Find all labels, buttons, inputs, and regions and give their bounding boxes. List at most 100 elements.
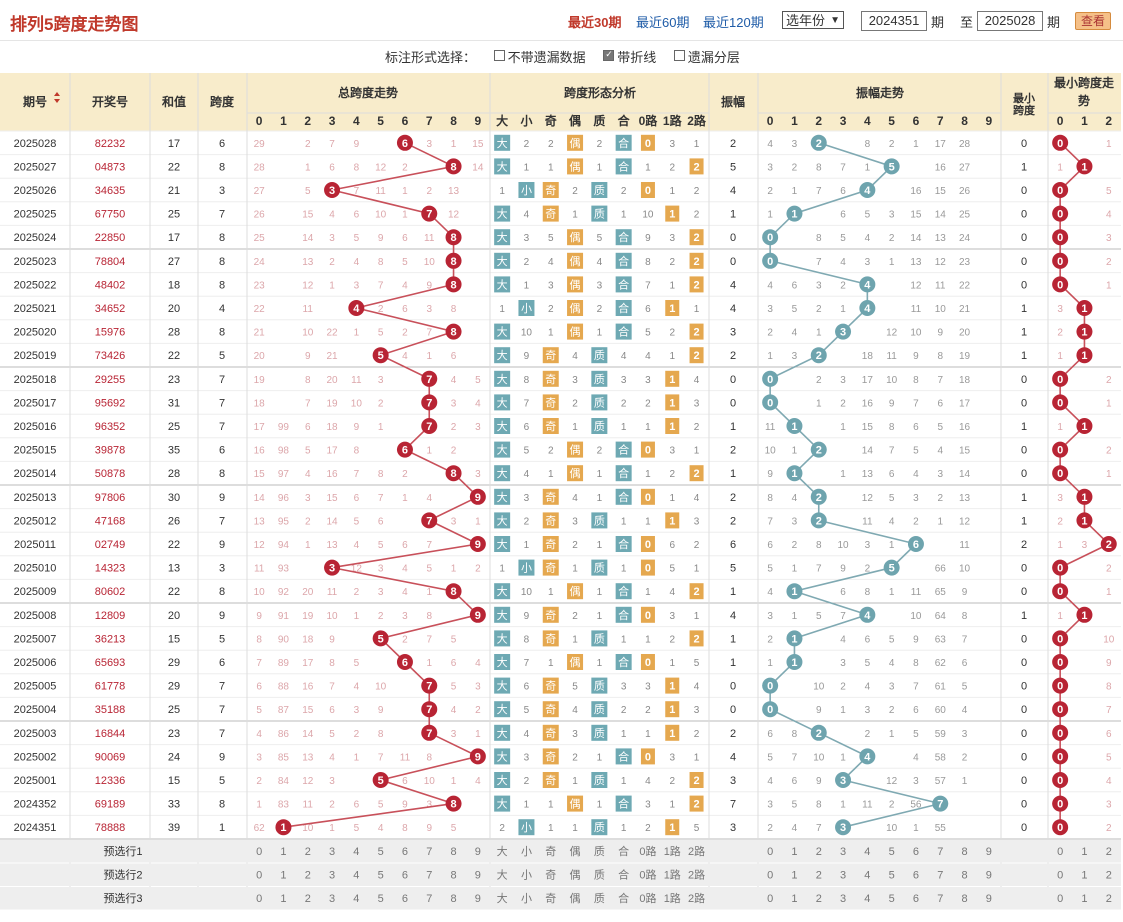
span-ball xyxy=(372,630,389,647)
preselect-digit: 3 xyxy=(329,893,335,905)
shape-miss: 1 xyxy=(645,587,651,598)
min-ball-text: 0 xyxy=(1057,728,1063,740)
span-ball xyxy=(445,583,462,600)
amp-miss: 4 xyxy=(913,752,919,763)
road-mark-text: 2 xyxy=(693,279,699,291)
amp-miss: 6 xyxy=(889,469,895,480)
shape-miss: 8 xyxy=(645,257,651,268)
road-mark xyxy=(640,748,655,765)
checkbox-miss-layer[interactable] xyxy=(673,50,685,61)
span-miss: 18 xyxy=(326,422,338,433)
shape-miss: 1 xyxy=(548,658,554,669)
span-miss: 1 xyxy=(305,540,311,551)
shape-miss: 1 xyxy=(499,564,505,575)
amp-ball-text: 6 xyxy=(913,539,919,551)
road-mark-text: 1 xyxy=(669,515,675,527)
shape-miss: 1 xyxy=(694,304,700,315)
amplitude-cell: 2 xyxy=(730,728,736,740)
amp-miss: 3 xyxy=(889,210,895,221)
issue-cell: 2025017 xyxy=(14,397,57,409)
shape-mark xyxy=(494,512,511,529)
span-miss: 8 xyxy=(426,752,432,763)
preselect-digit: 0 xyxy=(256,893,262,905)
span-miss: 8 xyxy=(354,162,360,173)
amp-ball-text: 1 xyxy=(791,633,797,645)
shape-mark-text: 大 xyxy=(497,773,508,787)
min-span-cell: 0 xyxy=(1021,209,1027,221)
preselect-amp-digit: 7 xyxy=(937,870,943,882)
span-miss: 19 xyxy=(326,398,338,409)
span-miss: 4 xyxy=(329,752,335,763)
amp-miss: 3 xyxy=(792,139,798,150)
span-ball xyxy=(372,772,389,788)
amp-ball xyxy=(762,701,779,718)
shape-miss: 1 xyxy=(694,752,700,763)
span-miss: 15 xyxy=(254,469,266,480)
span-miss: 3 xyxy=(378,564,384,575)
shape-mark-text: 奇 xyxy=(545,632,556,645)
preselect-shape: 大 xyxy=(497,891,508,905)
span-miss: 1 xyxy=(354,328,360,339)
nav-recent-30[interactable]: 最近30期 xyxy=(568,15,622,30)
shape-mark xyxy=(591,347,608,364)
checkbox-no-miss[interactable] xyxy=(493,50,505,61)
span-cell: 8 xyxy=(219,468,225,480)
number-cell: 90069 xyxy=(95,751,126,763)
span-ball-text: 8 xyxy=(450,327,456,339)
issue-cell: 2025021 xyxy=(14,303,57,315)
shape-mark-text: 质 xyxy=(594,373,605,386)
span-ball-text: 8 xyxy=(450,586,456,598)
sum-cell: 29 xyxy=(168,657,180,669)
preselect-shape: 0路 xyxy=(639,869,656,882)
span-miss: 5 xyxy=(354,658,360,669)
min-ball xyxy=(1052,276,1069,293)
nav-recent-120[interactable]: 最近120期 xyxy=(703,15,764,30)
amp-miss: 4 xyxy=(962,705,968,716)
span-miss: 7 xyxy=(426,540,432,551)
shape-mark-text: 大 xyxy=(497,419,508,433)
span-ball xyxy=(469,748,486,765)
span-miss: 18 xyxy=(254,398,266,409)
shape-mark xyxy=(591,182,608,198)
number-cell: 35188 xyxy=(95,704,126,716)
road-mark-text: 2 xyxy=(693,799,699,811)
shape-mark xyxy=(518,182,535,198)
span-miss: 3 xyxy=(426,139,432,150)
shape-mark xyxy=(567,795,584,812)
amplitude-cell: 4 xyxy=(730,185,736,197)
amp-ball-text: 2 xyxy=(816,138,822,150)
from-issue-input[interactable]: 2024351 xyxy=(861,11,927,31)
issue-cell: 2025025 xyxy=(14,209,57,221)
amp-miss: 6 xyxy=(913,705,919,716)
issue-cell: 2025016 xyxy=(14,421,57,433)
shape-miss: 4 xyxy=(694,493,700,504)
road-mark-text: 0 xyxy=(645,539,651,551)
span-cell: 5 xyxy=(219,775,225,787)
shape-mark-text: 偶 xyxy=(570,326,581,339)
header-digit: 3 xyxy=(329,114,336,128)
shape-mark xyxy=(542,772,559,788)
span-miss: 7 xyxy=(354,469,360,480)
min-miss: 1 xyxy=(1057,351,1063,362)
amplitude-cell: 0 xyxy=(730,256,736,268)
header-shape: 跨度形态分析 xyxy=(564,85,636,100)
header-shape-col: 大 xyxy=(496,113,508,128)
shape-miss: 4 xyxy=(524,729,530,740)
nav-recent-60[interactable]: 最近60期 xyxy=(636,15,690,30)
amp-miss: 2 xyxy=(865,729,871,740)
shape-mark xyxy=(494,606,511,623)
span-miss: 24 xyxy=(254,257,266,268)
to-issue-input[interactable]: 2025028 xyxy=(977,11,1043,31)
query-button[interactable]: 查看 xyxy=(1075,12,1111,30)
shape-miss: 1 xyxy=(694,446,700,457)
option-with-line-label: 带折线 xyxy=(617,50,657,65)
shape-mark xyxy=(494,677,511,694)
checkbox-with-line[interactable] xyxy=(603,49,615,61)
road-mark-text: 1 xyxy=(669,374,675,386)
year-select[interactable]: 选年份 ▼ xyxy=(782,11,844,29)
span-miss: 1 xyxy=(426,351,432,362)
amp-miss: 61 xyxy=(935,682,947,693)
shape-mark xyxy=(615,748,632,765)
shape-mark xyxy=(494,465,511,482)
header-digit: 9 xyxy=(475,114,482,128)
